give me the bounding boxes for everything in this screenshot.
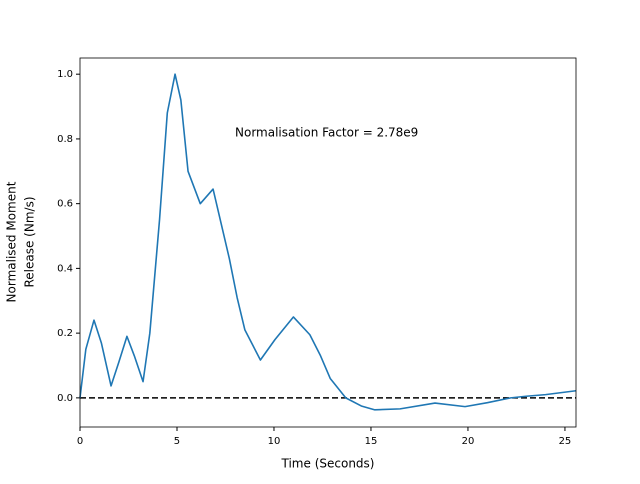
y-tick-label: 0.2 <box>57 328 73 339</box>
y-tick-label: 0.4 <box>57 263 73 274</box>
line-series <box>79 73 577 411</box>
x-tick-label: 15 <box>365 436 378 447</box>
y-tick-label: 0.0 <box>57 393 73 404</box>
y-tick-label: 0.8 <box>57 134 73 145</box>
x-tick-label: 0 <box>77 436 83 447</box>
annotation: Normalisation Factor = 2.78e9 <box>235 126 418 140</box>
x-tick-label: 10 <box>268 436 281 447</box>
plot-frame <box>79 57 577 428</box>
x-tick-label: 25 <box>559 436 572 447</box>
x-tick-label: 5 <box>174 436 180 447</box>
y-axis-label-line: Normalised Moment <box>5 181 19 302</box>
y-axis-label: Normalised Moment Release (Nm/s) <box>5 181 37 302</box>
y-tick-label: 0.6 <box>57 199 73 210</box>
x-tick-label: 20 <box>462 436 475 447</box>
x-axis-label: Time (Seconds) <box>281 457 375 471</box>
y-tick-label: 1.0 <box>57 69 73 80</box>
y-axis-label-line: Release (Nm/s) <box>23 196 37 287</box>
